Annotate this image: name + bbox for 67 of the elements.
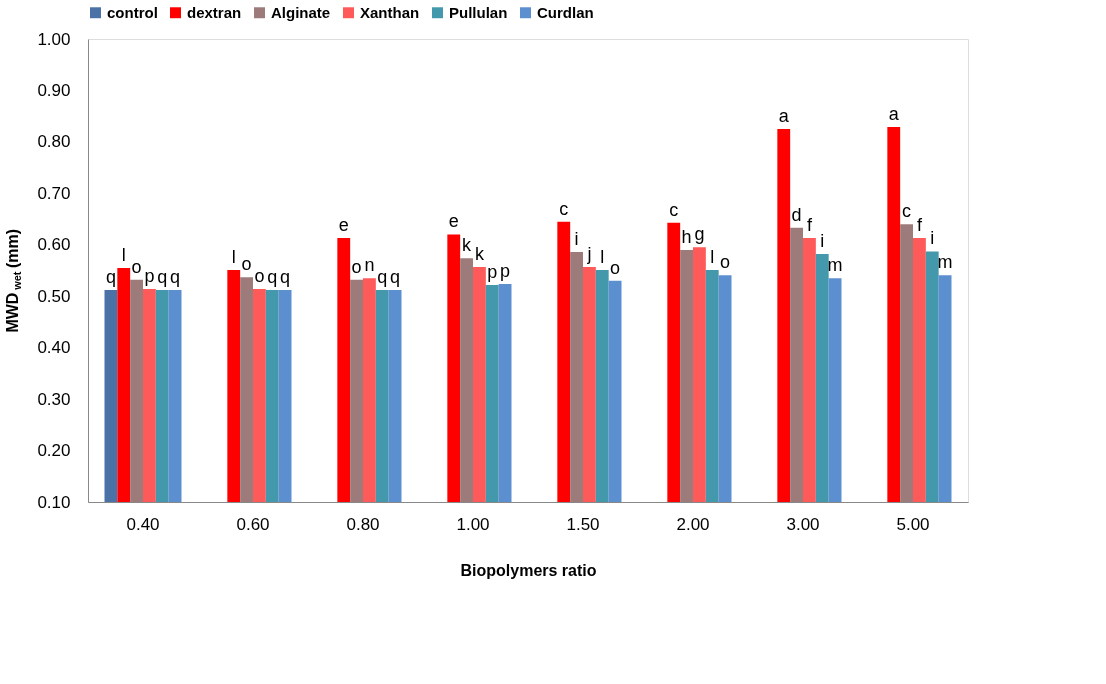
data-label: h: [681, 226, 692, 247]
data-label: e: [448, 211, 459, 232]
data-label: a: [778, 106, 790, 127]
legend-label: control: [107, 3, 158, 21]
data-label: n: [364, 255, 375, 276]
legend-label: Xanthan: [360, 3, 420, 21]
data-label: p: [144, 266, 155, 287]
data-label: o: [131, 256, 142, 277]
data-label: q: [157, 267, 168, 288]
data-label: o: [720, 252, 731, 273]
data-label: l: [231, 246, 236, 267]
y-tick-label: 0.70: [37, 183, 71, 203]
data-label: l: [600, 246, 605, 267]
data-label: m: [937, 252, 953, 273]
y-tick-label: 0.90: [37, 80, 71, 100]
data-label: q: [170, 267, 181, 288]
data-label: f: [916, 215, 923, 236]
data-label: p: [487, 261, 498, 282]
data-label: f: [806, 215, 813, 236]
data-label: q: [105, 267, 116, 288]
legend-label: dextran: [187, 3, 242, 21]
data-label: k: [462, 235, 473, 256]
data-label: i: [574, 228, 579, 249]
data-label: o: [254, 266, 265, 287]
data-label: e: [338, 215, 349, 236]
data-label: g: [694, 224, 705, 245]
x-tick-label: 5.00: [896, 514, 930, 534]
y-tick-label: 0.30: [37, 389, 71, 409]
data-label: i: [930, 228, 935, 249]
data-label: l: [121, 244, 126, 265]
x-tick-label: 0.60: [236, 514, 270, 534]
legend-label: Curdlan: [537, 3, 594, 21]
y-axis-title: MWDwet (mm): [4, 228, 23, 333]
x-tick-label: 1.50: [566, 514, 600, 534]
data-label: d: [791, 204, 802, 225]
data-label: c: [559, 198, 569, 219]
data-label: i: [820, 231, 825, 252]
data-label: k: [474, 243, 485, 264]
x-tick-label: 0.40: [126, 514, 160, 534]
legend-label: Pullulan: [449, 3, 508, 21]
legend-label: Alginate: [271, 3, 331, 21]
x-tick-label: 0.80: [346, 514, 380, 534]
data-label: c: [902, 201, 912, 222]
data-label: q: [280, 267, 291, 288]
data-label: l: [710, 246, 715, 267]
data-label: q: [377, 267, 388, 288]
x-tick-label: 3.00: [786, 514, 820, 534]
x-tick-label: 1.00: [456, 514, 490, 534]
y-tick-label: 0.60: [37, 235, 71, 255]
data-label: p: [500, 260, 511, 281]
data-label: o: [351, 256, 362, 277]
data-label: c: [669, 199, 679, 220]
y-tick-label: 0.80: [37, 132, 71, 152]
y-tick-label: 1.00: [37, 29, 71, 49]
data-label: q: [267, 267, 278, 288]
data-label: o: [241, 254, 252, 275]
data-label: j: [586, 243, 592, 264]
x-tick-label: 2.00: [676, 514, 710, 534]
data-label: o: [610, 257, 621, 278]
data-label: a: [888, 103, 900, 124]
data-label: q: [390, 267, 401, 288]
y-tick-label: 0.20: [37, 441, 71, 461]
y-tick-label: 0.10: [37, 492, 71, 512]
data-label: m: [827, 255, 843, 276]
y-tick-label: 0.50: [37, 286, 71, 306]
x-axis-title: Biopolymers ratio: [460, 561, 597, 579]
y-tick-label: 0.40: [37, 338, 71, 358]
